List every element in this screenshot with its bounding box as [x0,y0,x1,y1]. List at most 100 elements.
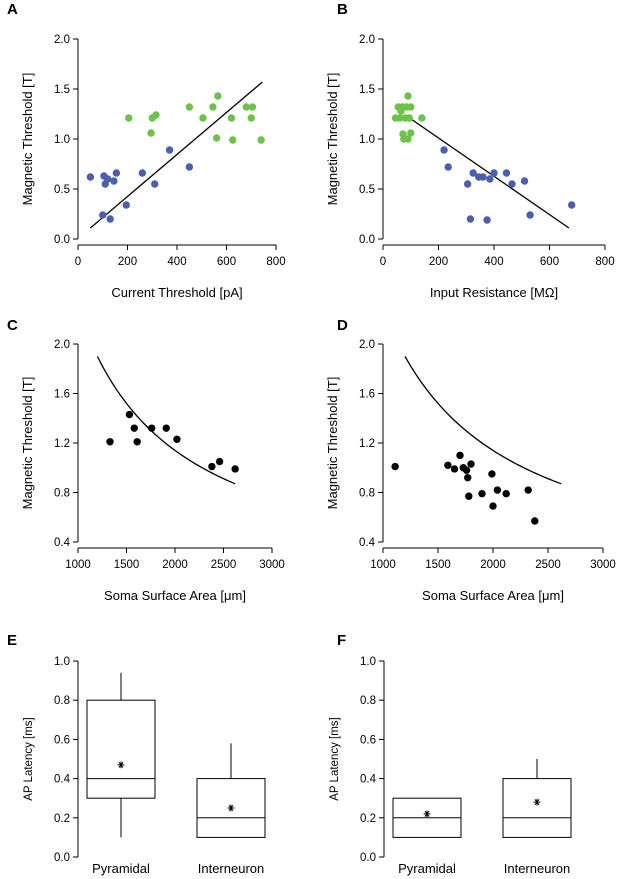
category-label: Interneuron [198,861,265,876]
y-tick-label: 0.2 [360,813,376,825]
data-point-blue [469,169,477,177]
x-tick-label: 2000 [162,559,188,571]
data-point-neurons [524,486,532,494]
data-point-green [404,92,412,100]
data-point-green [209,103,217,111]
x-tick-label: 800 [266,256,285,268]
x-tick-label: 600 [540,256,559,268]
data-point-green [404,135,412,143]
data-point-blue [502,169,511,177]
panel-label-b: B [337,1,348,18]
y-axis-label: Magnetic Threshold [T] [325,377,340,510]
data-point-blue [138,169,147,177]
data-point-green [248,103,257,111]
data-point-green [247,114,255,122]
y-tick-label: 0.4 [54,774,71,786]
y-tick-label: 0.0 [359,234,375,246]
data-point-green [257,136,265,144]
x-tick-label: 3000 [590,559,616,571]
panel-label-f: F [337,632,346,649]
data-point-neurons [215,457,224,466]
y-tick-label: 0.0 [54,852,70,864]
data-point-neurons [391,462,399,471]
y-tick-label: 2.0 [359,339,375,351]
y-axis-label: Magnetic Threshold [T] [20,73,35,206]
data-point-blue [185,163,194,171]
box-iqr [502,778,572,838]
y-tick-label: 1.2 [359,438,375,450]
data-point-blue [486,175,494,183]
data-point-blue [466,215,475,223]
data-point-green [185,103,194,111]
data-point-blue [110,177,118,185]
y-tick-label: 0.0 [54,234,70,246]
data-point-neurons [489,502,497,510]
y-tick-label: 1.6 [359,389,375,401]
panel-label-e: E [7,632,17,649]
data-point-blue [463,180,472,188]
fit-line [404,114,570,229]
category-label: Interneuron [504,861,571,876]
data-point-green [227,114,236,122]
y-tick-label: 0.0 [360,852,376,864]
y-tick-label: 1.6 [54,389,70,401]
data-point-blue [104,175,112,183]
data-point-neurons [125,410,134,419]
category-label: Pyramidal [92,861,150,876]
y-tick-label: 0.5 [359,184,375,196]
x-tick-label: 600 [217,256,236,268]
data-point-neurons [531,517,539,525]
x-tick-label: 2500 [535,559,561,571]
data-point-green [152,111,160,119]
data-point-green [405,114,414,122]
x-tick-label: 2000 [480,559,506,571]
data-point-blue [520,177,529,185]
data-point-green [395,114,404,122]
panel-label-c: C [7,317,18,334]
data-point-neurons [464,473,472,482]
y-tick-label: 0.4 [360,774,377,786]
data-point-neurons [465,492,473,500]
y-tick-label: 0.8 [54,488,70,500]
x-tick-label: 1000 [370,559,396,571]
x-axis-label: Soma Surface Area [μm] [422,588,564,603]
x-axis-label: Soma Surface Area [μm] [104,588,246,603]
data-point-neurons [444,461,452,469]
mean-marker [423,810,431,818]
box-iqr [86,699,156,799]
x-tick-label: 1500 [114,559,140,571]
data-point-blue [99,211,107,219]
data-point-neurons [456,451,464,460]
data-point-green [407,103,415,111]
data-point-blue [490,169,498,177]
y-tick-label: 2.0 [54,34,70,46]
data-point-neurons [208,462,216,471]
data-point-neurons [106,438,114,446]
y-tick-label: 1.0 [54,656,70,668]
data-point-green [242,103,250,111]
fit-curve [404,356,562,485]
data-point-neurons [488,470,496,478]
y-tick-label: 2.0 [54,339,70,351]
data-point-blue [151,180,159,188]
data-point-green [212,134,221,142]
x-axis-label: Input Resistance [MΩ] [430,285,558,300]
x-tick-label: 1000 [65,559,91,571]
data-point-green [147,129,155,137]
y-tick-label: 0.8 [360,695,376,707]
data-point-neurons [467,460,475,468]
data-point-neurons [493,486,502,494]
data-point-blue [122,201,130,209]
x-tick-label: 800 [595,256,614,268]
data-point-blue [526,211,534,219]
y-tick-label: 0.5 [54,184,70,196]
data-point-blue [106,215,114,223]
panel-label-a: A [7,1,18,18]
x-tick-label: 200 [429,256,448,268]
y-tick-label: 0.6 [54,734,70,746]
x-tick-label: 400 [167,256,186,268]
data-point-blue [165,146,174,154]
y-axis-label: AP Latency [ms] [329,717,341,801]
data-point-neurons [173,435,181,443]
